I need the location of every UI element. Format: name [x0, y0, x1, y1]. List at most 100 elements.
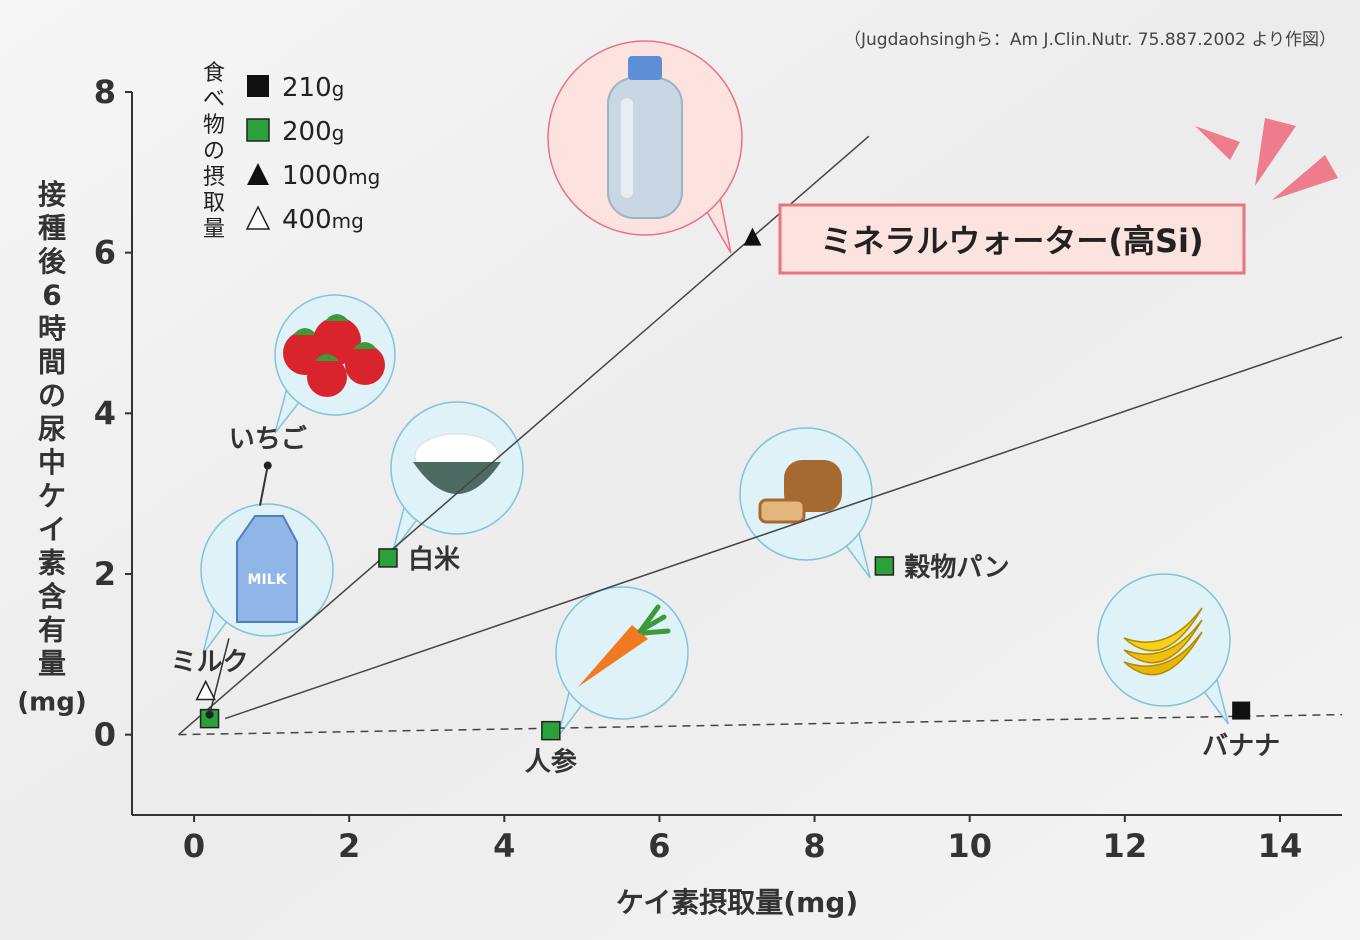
speech-bubble	[274, 294, 396, 434]
legend-title-char: の	[203, 139, 225, 164]
data-point	[378, 548, 398, 568]
x-tick-label: 2	[338, 827, 360, 865]
burst-ray	[1195, 126, 1240, 160]
trend-line	[178, 713, 1343, 736]
legend-label: 200g	[282, 117, 344, 147]
point-label: バナナ	[1202, 732, 1280, 762]
x-tick-label: 12	[1103, 827, 1148, 865]
legend-label: 400mg	[282, 205, 364, 235]
data-point	[743, 227, 762, 246]
legend-marker	[247, 75, 269, 97]
legend-label: 210g	[282, 73, 344, 103]
carton	[236, 515, 298, 623]
water-bottle-icon	[607, 56, 683, 219]
y-tick-label: 8	[94, 73, 116, 111]
y-label-char: 量	[38, 647, 66, 680]
x-tick-label: 0	[183, 827, 205, 865]
speech-bubble	[547, 40, 743, 254]
y-label-char: 中	[38, 446, 66, 479]
trend-line	[224, 336, 1343, 720]
x-tick-label: 14	[1258, 827, 1303, 865]
data-point	[541, 720, 561, 741]
legend-value: 400	[282, 205, 332, 235]
carrot-body	[578, 625, 648, 687]
x-tick-label: 6	[648, 827, 670, 865]
legend-title-char: 物	[203, 113, 225, 138]
bottle-body	[607, 77, 683, 219]
x-axis-label: ケイ素摂取量(mg)	[616, 886, 858, 919]
y-label-char: の	[38, 379, 66, 412]
legend-marker	[245, 205, 271, 230]
y-label-char: 尿	[38, 413, 66, 446]
y-tick-label: 6	[94, 234, 116, 272]
data-point	[1232, 701, 1251, 720]
legend-value: 210	[282, 73, 332, 103]
carrot-leaves	[637, 604, 671, 636]
point-label: いちご	[229, 424, 307, 455]
y-label-char: 時	[38, 312, 66, 345]
data-point	[195, 679, 216, 701]
banana	[1123, 607, 1203, 652]
data-point	[199, 708, 220, 729]
speech-bubble	[555, 586, 689, 738]
source-note: （Jugdaohsinghら：Am J.Clin.Nutr. 75.887.20…	[844, 30, 1336, 50]
legend-marker	[246, 118, 270, 142]
point-label: 穀物パン	[904, 553, 1009, 583]
strawberry-icon	[283, 314, 385, 397]
bread-icon	[758, 460, 842, 524]
legend-unit: mg	[348, 165, 380, 189]
callout: ミネラルウォーター(高Si)	[778, 203, 1246, 275]
y-label-char: 種	[38, 212, 66, 245]
point-label: 白米	[408, 544, 460, 575]
legend-title-char: べ	[203, 87, 225, 112]
illustration-layer: MILK	[200, 40, 1231, 738]
y-label-char: 素	[38, 547, 66, 580]
y-label-char: 含	[38, 580, 67, 613]
x-tick-label: 8	[803, 827, 825, 865]
x-tick-label: 10	[947, 827, 992, 865]
x-tick-label: 4	[493, 827, 515, 865]
y-tick-label: 0	[94, 716, 116, 754]
y-label-char: 間	[38, 346, 66, 379]
y-label-char: 接	[38, 178, 66, 211]
bread-slice	[758, 498, 806, 524]
milk-word: MILK	[248, 572, 288, 588]
data-point	[874, 556, 895, 576]
legend-label: 1000mg	[282, 161, 380, 191]
data-marks	[195, 227, 1251, 741]
burst-ray	[1272, 155, 1338, 200]
carrot-icon	[578, 604, 671, 687]
leader-line	[208, 638, 230, 715]
callout-box	[778, 203, 1246, 275]
legend-unit: g	[332, 121, 345, 145]
legend-title-char: 取	[203, 191, 225, 216]
y-label-unit: (mg)	[17, 688, 86, 718]
y-label-char: 6	[42, 279, 61, 312]
strawberry-leaf	[315, 354, 339, 361]
speech-bubble	[1097, 573, 1231, 725]
leader-line	[258, 465, 269, 506]
bowl	[413, 462, 501, 494]
strawberry	[345, 345, 385, 385]
callout-text: ミネラルウォーター(高Si)	[820, 222, 1203, 260]
y-label-char: 後	[38, 245, 67, 278]
point-label: 人参	[525, 747, 577, 778]
burst-ray	[1255, 118, 1296, 186]
strawberry-leaf	[353, 342, 377, 349]
legend-value: 200	[282, 117, 332, 147]
legend-marker	[247, 163, 269, 185]
y-tick-label: 4	[94, 394, 116, 432]
strawberry-leaf	[293, 328, 317, 335]
legend-title-char: 摂	[203, 165, 225, 190]
y-label-char: ケ	[38, 480, 66, 513]
bottle-cap	[628, 56, 662, 80]
axes: 0 2 4 6 8 10 12 14 0 2 4 6 8	[94, 73, 1342, 865]
y-label-char: 有	[38, 614, 66, 647]
bottle-shine	[621, 98, 633, 198]
banana	[1123, 619, 1203, 664]
